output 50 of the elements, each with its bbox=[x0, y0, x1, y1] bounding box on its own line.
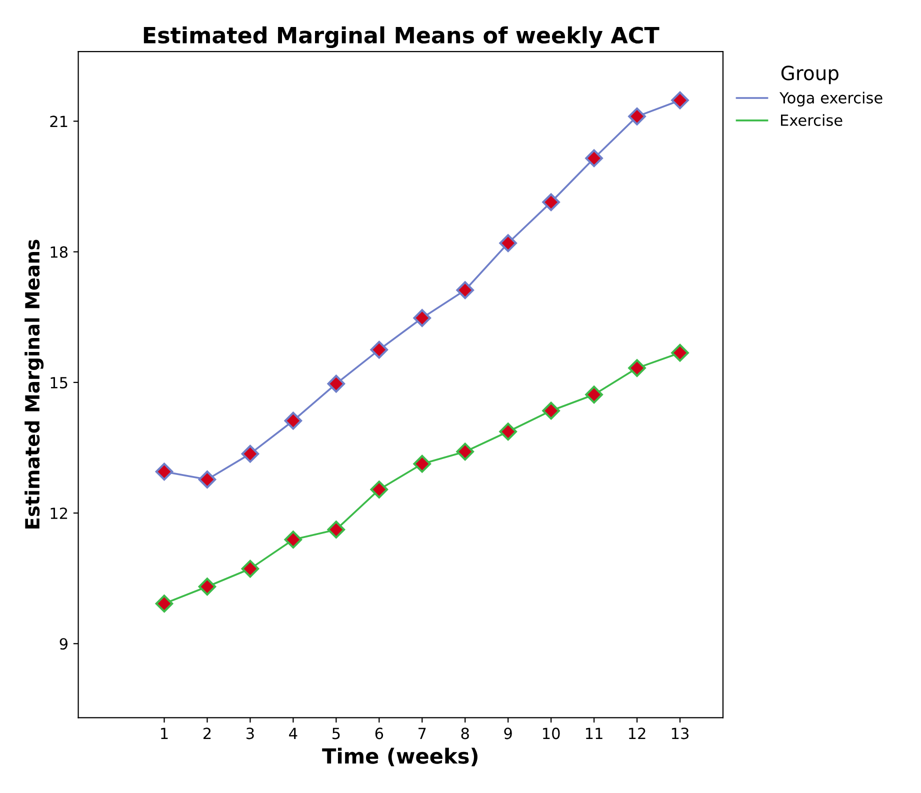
point bbox=[671, 91, 689, 110]
y-tick-label: 18 bbox=[50, 246, 68, 258]
y-tick-label: 21 bbox=[50, 116, 68, 128]
x-tick-label: 8 bbox=[461, 728, 469, 740]
point bbox=[370, 340, 388, 359]
x-tick-label: 7 bbox=[418, 728, 426, 739]
point bbox=[327, 520, 346, 538]
x-axis-title: Time (weeks) bbox=[322, 748, 478, 766]
point bbox=[241, 560, 260, 578]
point bbox=[499, 234, 517, 252]
x-tick-label: 12 bbox=[628, 728, 646, 739]
point bbox=[155, 594, 174, 612]
point bbox=[198, 578, 216, 596]
point bbox=[499, 422, 517, 441]
y-axis-title: Estimated Marginal Means bbox=[24, 240, 44, 529]
point bbox=[327, 374, 346, 393]
legend-label: Yoga exercise bbox=[779, 92, 882, 107]
x-tick-label: 2 bbox=[203, 728, 211, 739]
y-tick-label: 9 bbox=[60, 638, 68, 650]
point bbox=[284, 412, 302, 430]
point bbox=[155, 462, 174, 481]
y-tick-label: 15 bbox=[50, 377, 68, 388]
point bbox=[585, 149, 603, 168]
legend-label: Exercise bbox=[781, 114, 842, 126]
point bbox=[370, 480, 388, 498]
point bbox=[585, 386, 603, 404]
x-tick-label: 10 bbox=[543, 728, 560, 740]
point bbox=[413, 454, 432, 473]
x-tick-label: 1 bbox=[161, 728, 168, 739]
chart-title: Estimated Marginal Means of weekly ACT bbox=[144, 26, 660, 48]
x-tick-label: 4 bbox=[289, 728, 298, 739]
point bbox=[542, 402, 560, 420]
point bbox=[241, 444, 260, 463]
x-tick-label: 3 bbox=[246, 728, 254, 740]
point bbox=[671, 344, 689, 362]
point bbox=[456, 442, 474, 461]
point bbox=[542, 193, 560, 212]
point bbox=[284, 530, 302, 548]
point bbox=[198, 470, 216, 488]
y-tick-label: 12 bbox=[50, 508, 68, 519]
point bbox=[456, 281, 474, 300]
point bbox=[628, 108, 646, 126]
x-tick-label: 5 bbox=[332, 728, 340, 740]
legend-title: Group bbox=[781, 66, 838, 84]
x-tick-label: 11 bbox=[586, 728, 602, 739]
x-tick-label: 9 bbox=[504, 728, 512, 740]
x-tick-label: 6 bbox=[375, 728, 384, 740]
point bbox=[628, 359, 646, 377]
x-tick-label: 13 bbox=[672, 728, 688, 740]
point bbox=[413, 309, 432, 327]
